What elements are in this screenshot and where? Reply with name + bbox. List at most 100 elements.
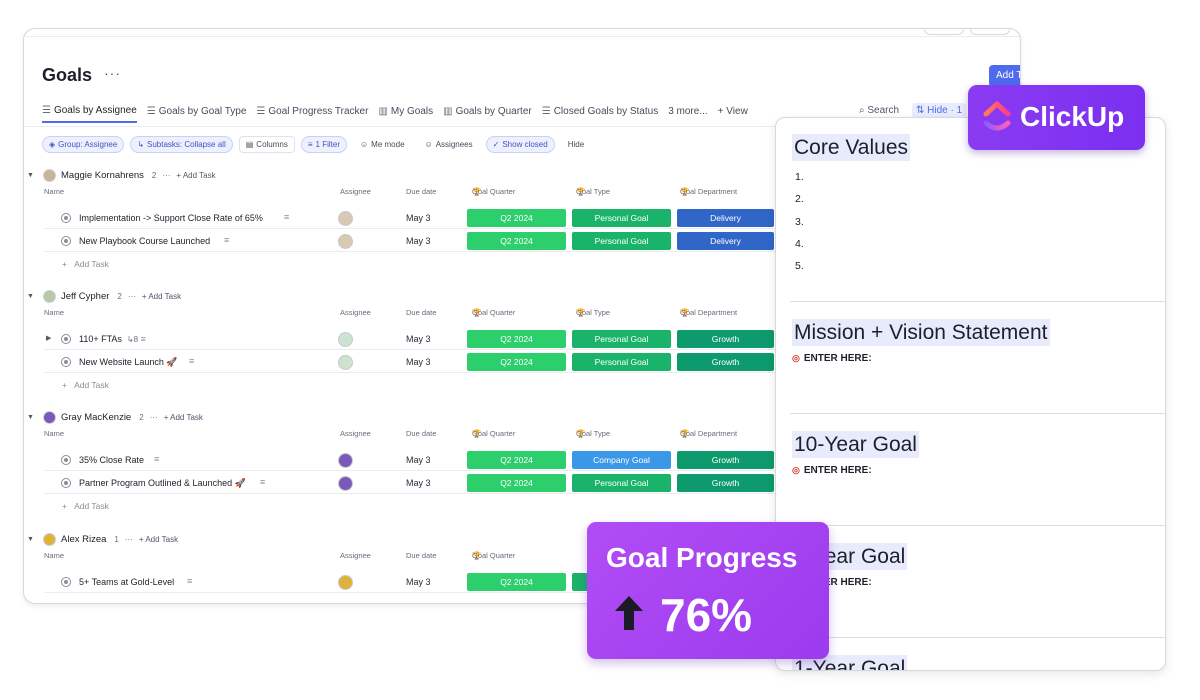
- due-date[interactable]: May 3: [406, 577, 431, 587]
- enter-here-line[interactable]: ◎ENTER HERE:: [792, 465, 872, 476]
- column-due-header[interactable]: Due date: [406, 429, 437, 438]
- columns-chip[interactable]: ▤ Columns: [238, 136, 295, 153]
- goal-quarter-pill[interactable]: Q2 2024: [467, 209, 566, 227]
- enter-here-line[interactable]: ◎ENTER HERE:: [792, 353, 872, 364]
- column-assignee-header[interactable]: Assignee: [340, 187, 371, 196]
- group-options-button[interactable]: ···: [162, 170, 171, 180]
- table-row[interactable]: Implementation -> Support Close Rate of …: [44, 207, 784, 229]
- column-name-header[interactable]: Name: [44, 429, 65, 438]
- group-add-task-button[interactable]: + Add Task: [138, 534, 179, 544]
- goal-department-pill[interactable]: Delivery: [677, 209, 774, 227]
- assignee-avatar[interactable]: [338, 355, 353, 370]
- column-name-header[interactable]: Name: [44, 551, 65, 560]
- table-row[interactable]: 35% Close Rate ≡ May 3 Q2 2024 Company G…: [44, 449, 784, 471]
- goal-department-pill[interactable]: Growth: [677, 353, 774, 371]
- tab-goals-by-goal-type[interactable]: ☰ Goals by Goal Type: [147, 99, 247, 123]
- task-name[interactable]: New Website Launch 🚀: [79, 357, 178, 367]
- column-due-header[interactable]: Due date: [406, 187, 437, 196]
- due-date[interactable]: May 3: [406, 455, 431, 465]
- status-icon[interactable]: [61, 478, 71, 488]
- me-mode-chip[interactable]: ☺ Me mode: [353, 136, 412, 153]
- show-closed-chip[interactable]: ✓ Show closed: [485, 136, 555, 153]
- goal-quarter-pill[interactable]: Q2 2024: [467, 474, 566, 492]
- group-add-task-button[interactable]: + Add Task: [163, 412, 203, 422]
- window-control[interactable]: [970, 29, 1010, 35]
- add-task-row[interactable]: + Add Task: [62, 380, 109, 390]
- goal-department-pill[interactable]: Delivery: [677, 232, 774, 250]
- group-options-button[interactable]: ···: [127, 291, 136, 301]
- tab-goals-by-quarter[interactable]: ▥ Goals by Quarter: [443, 99, 532, 123]
- group-options-button[interactable]: ···: [124, 534, 133, 544]
- filter-chip[interactable]: ≡ 1 Filter: [300, 136, 347, 153]
- status-icon[interactable]: [61, 334, 71, 344]
- goal-type-pill[interactable]: Personal Goal: [572, 353, 671, 371]
- status-icon[interactable]: [61, 357, 71, 367]
- goal-type-pill[interactable]: Personal Goal: [572, 474, 671, 492]
- column-name-header[interactable]: Name: [44, 187, 65, 196]
- table-row[interactable]: New Website Launch 🚀 ≡ May 3 Q2 2024 Per…: [44, 351, 784, 373]
- due-date[interactable]: May 3: [406, 357, 431, 367]
- tab-goal-progress-tracker[interactable]: ☰ Goal Progress Tracker: [256, 99, 368, 123]
- due-date[interactable]: May 3: [406, 334, 431, 344]
- group-by-chip[interactable]: ◈ Group: Assignee: [42, 136, 125, 153]
- collapse-caret-icon[interactable]: ▼: [27, 535, 34, 543]
- table-row[interactable]: ▶ 110+ FTAs ↳8 ≡ May 3 Q2 2024 Personal …: [44, 328, 784, 350]
- column-due-header[interactable]: Due date: [406, 308, 437, 317]
- goal-department-pill[interactable]: Growth: [677, 474, 774, 492]
- due-date[interactable]: May 3: [406, 478, 431, 488]
- column-assignee-header[interactable]: Assignee: [340, 429, 371, 438]
- goal-quarter-pill[interactable]: Q2 2024: [467, 573, 566, 591]
- assignee-avatar[interactable]: [338, 211, 353, 226]
- goal-quarter-pill[interactable]: Q2 2024: [467, 232, 566, 250]
- tab-closed-goals-by-status[interactable]: ☰ Closed Goals by Status: [542, 99, 658, 123]
- column-due-header[interactable]: Due date: [406, 551, 437, 560]
- hide-button[interactable]: ⇅ Hide · 1: [912, 103, 967, 118]
- task-name-wrap[interactable]: 110+ FTAs ↳8 ≡: [79, 334, 146, 344]
- collapse-caret-icon[interactable]: ▼: [27, 292, 34, 300]
- goal-department-pill[interactable]: Growth: [677, 330, 774, 348]
- tab-more[interactable]: 3 more...: [668, 99, 707, 123]
- tab-my-goals[interactable]: ▥ My Goals: [378, 99, 433, 123]
- assignees-chip[interactable]: ☺ Assignees: [418, 136, 480, 153]
- status-icon[interactable]: [61, 455, 71, 465]
- search-button[interactable]: ⌕ Search: [859, 105, 899, 116]
- goal-quarter-pill[interactable]: Q2 2024: [467, 330, 566, 348]
- assignee-avatar[interactable]: [338, 332, 353, 347]
- assignee-avatar[interactable]: [338, 575, 353, 590]
- status-icon[interactable]: [61, 577, 71, 587]
- goal-department-pill[interactable]: Growth: [677, 451, 774, 469]
- goal-type-pill[interactable]: Company Goal: [572, 451, 671, 469]
- task-name[interactable]: New Playbook Course Launched: [79, 236, 211, 246]
- status-icon[interactable]: [61, 213, 71, 223]
- collapse-caret-icon[interactable]: ▼: [27, 171, 34, 179]
- task-name[interactable]: 5+ Teams at Gold-Level: [79, 577, 175, 587]
- tab-goals-by-assignee[interactable]: ☰ Goals by Assignee: [42, 99, 137, 123]
- collapse-caret-icon[interactable]: ▼: [27, 413, 34, 421]
- table-row[interactable]: New Playbook Course Launched ≡ May 3 Q2 …: [44, 230, 784, 252]
- task-name[interactable]: Partner Program Outlined & Launched 🚀: [79, 478, 246, 488]
- due-date[interactable]: May 3: [406, 236, 431, 246]
- column-assignee-header[interactable]: Assignee: [340, 551, 371, 560]
- group-options-button[interactable]: ···: [149, 412, 158, 422]
- goal-quarter-pill[interactable]: Q2 2024: [467, 451, 566, 469]
- page-options-button[interactable]: ···: [104, 65, 121, 81]
- task-name[interactable]: Implementation -> Support Close Rate of …: [79, 213, 263, 223]
- hide-filters-button[interactable]: Hide: [561, 136, 591, 153]
- goal-type-pill[interactable]: Personal Goal: [572, 232, 671, 250]
- goal-type-pill[interactable]: Personal Goal: [572, 330, 671, 348]
- add-view-button[interactable]: + View: [718, 99, 748, 123]
- goal-type-pill[interactable]: Personal Goal: [572, 209, 671, 227]
- column-assignee-header[interactable]: Assignee: [340, 308, 371, 317]
- status-icon[interactable]: [61, 236, 71, 246]
- add-task-row[interactable]: + Add Task: [62, 259, 109, 269]
- add-task-button[interactable]: Add T: [989, 65, 1020, 87]
- column-name-header[interactable]: Name: [44, 308, 65, 317]
- assignee-avatar[interactable]: [338, 234, 353, 249]
- assignee-avatar[interactable]: [338, 453, 353, 468]
- goal-quarter-pill[interactable]: Q2 2024: [467, 353, 566, 371]
- assignee-avatar[interactable]: [338, 476, 353, 491]
- add-task-row[interactable]: + Add Task: [62, 501, 109, 511]
- group-add-task-button[interactable]: + Add Task: [176, 170, 216, 180]
- subtasks-chip[interactable]: ↳ Subtasks: Collapse all: [130, 136, 233, 153]
- table-row[interactable]: Partner Program Outlined & Launched 🚀 ≡ …: [44, 472, 784, 494]
